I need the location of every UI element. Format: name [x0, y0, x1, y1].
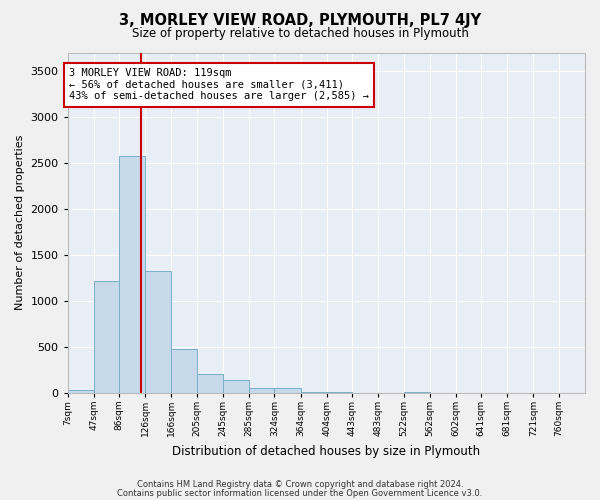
Text: 3, MORLEY VIEW ROAD, PLYMOUTH, PL7 4JY: 3, MORLEY VIEW ROAD, PLYMOUTH, PL7 4JY: [119, 12, 481, 28]
Bar: [119, 156, 145, 393]
Y-axis label: Number of detached properties: Number of detached properties: [15, 135, 25, 310]
Text: 3 MORLEY VIEW ROAD: 119sqm
← 56% of detached houses are smaller (3,411)
43% of s: 3 MORLEY VIEW ROAD: 119sqm ← 56% of deta…: [69, 68, 369, 102]
Bar: [68, 390, 94, 393]
Bar: [94, 280, 119, 393]
Text: Contains public sector information licensed under the Open Government Licence v3: Contains public sector information licen…: [118, 488, 482, 498]
Text: Contains HM Land Registry data © Crown copyright and database right 2024.: Contains HM Land Registry data © Crown c…: [137, 480, 463, 489]
Bar: [249, 388, 274, 393]
X-axis label: Distribution of detached houses by size in Plymouth: Distribution of detached houses by size …: [172, 444, 481, 458]
Bar: [197, 374, 223, 393]
Bar: [145, 270, 172, 393]
Bar: [274, 388, 301, 393]
Bar: [172, 348, 197, 393]
Bar: [301, 392, 326, 393]
Text: Size of property relative to detached houses in Plymouth: Size of property relative to detached ho…: [131, 28, 469, 40]
Bar: [223, 380, 249, 393]
